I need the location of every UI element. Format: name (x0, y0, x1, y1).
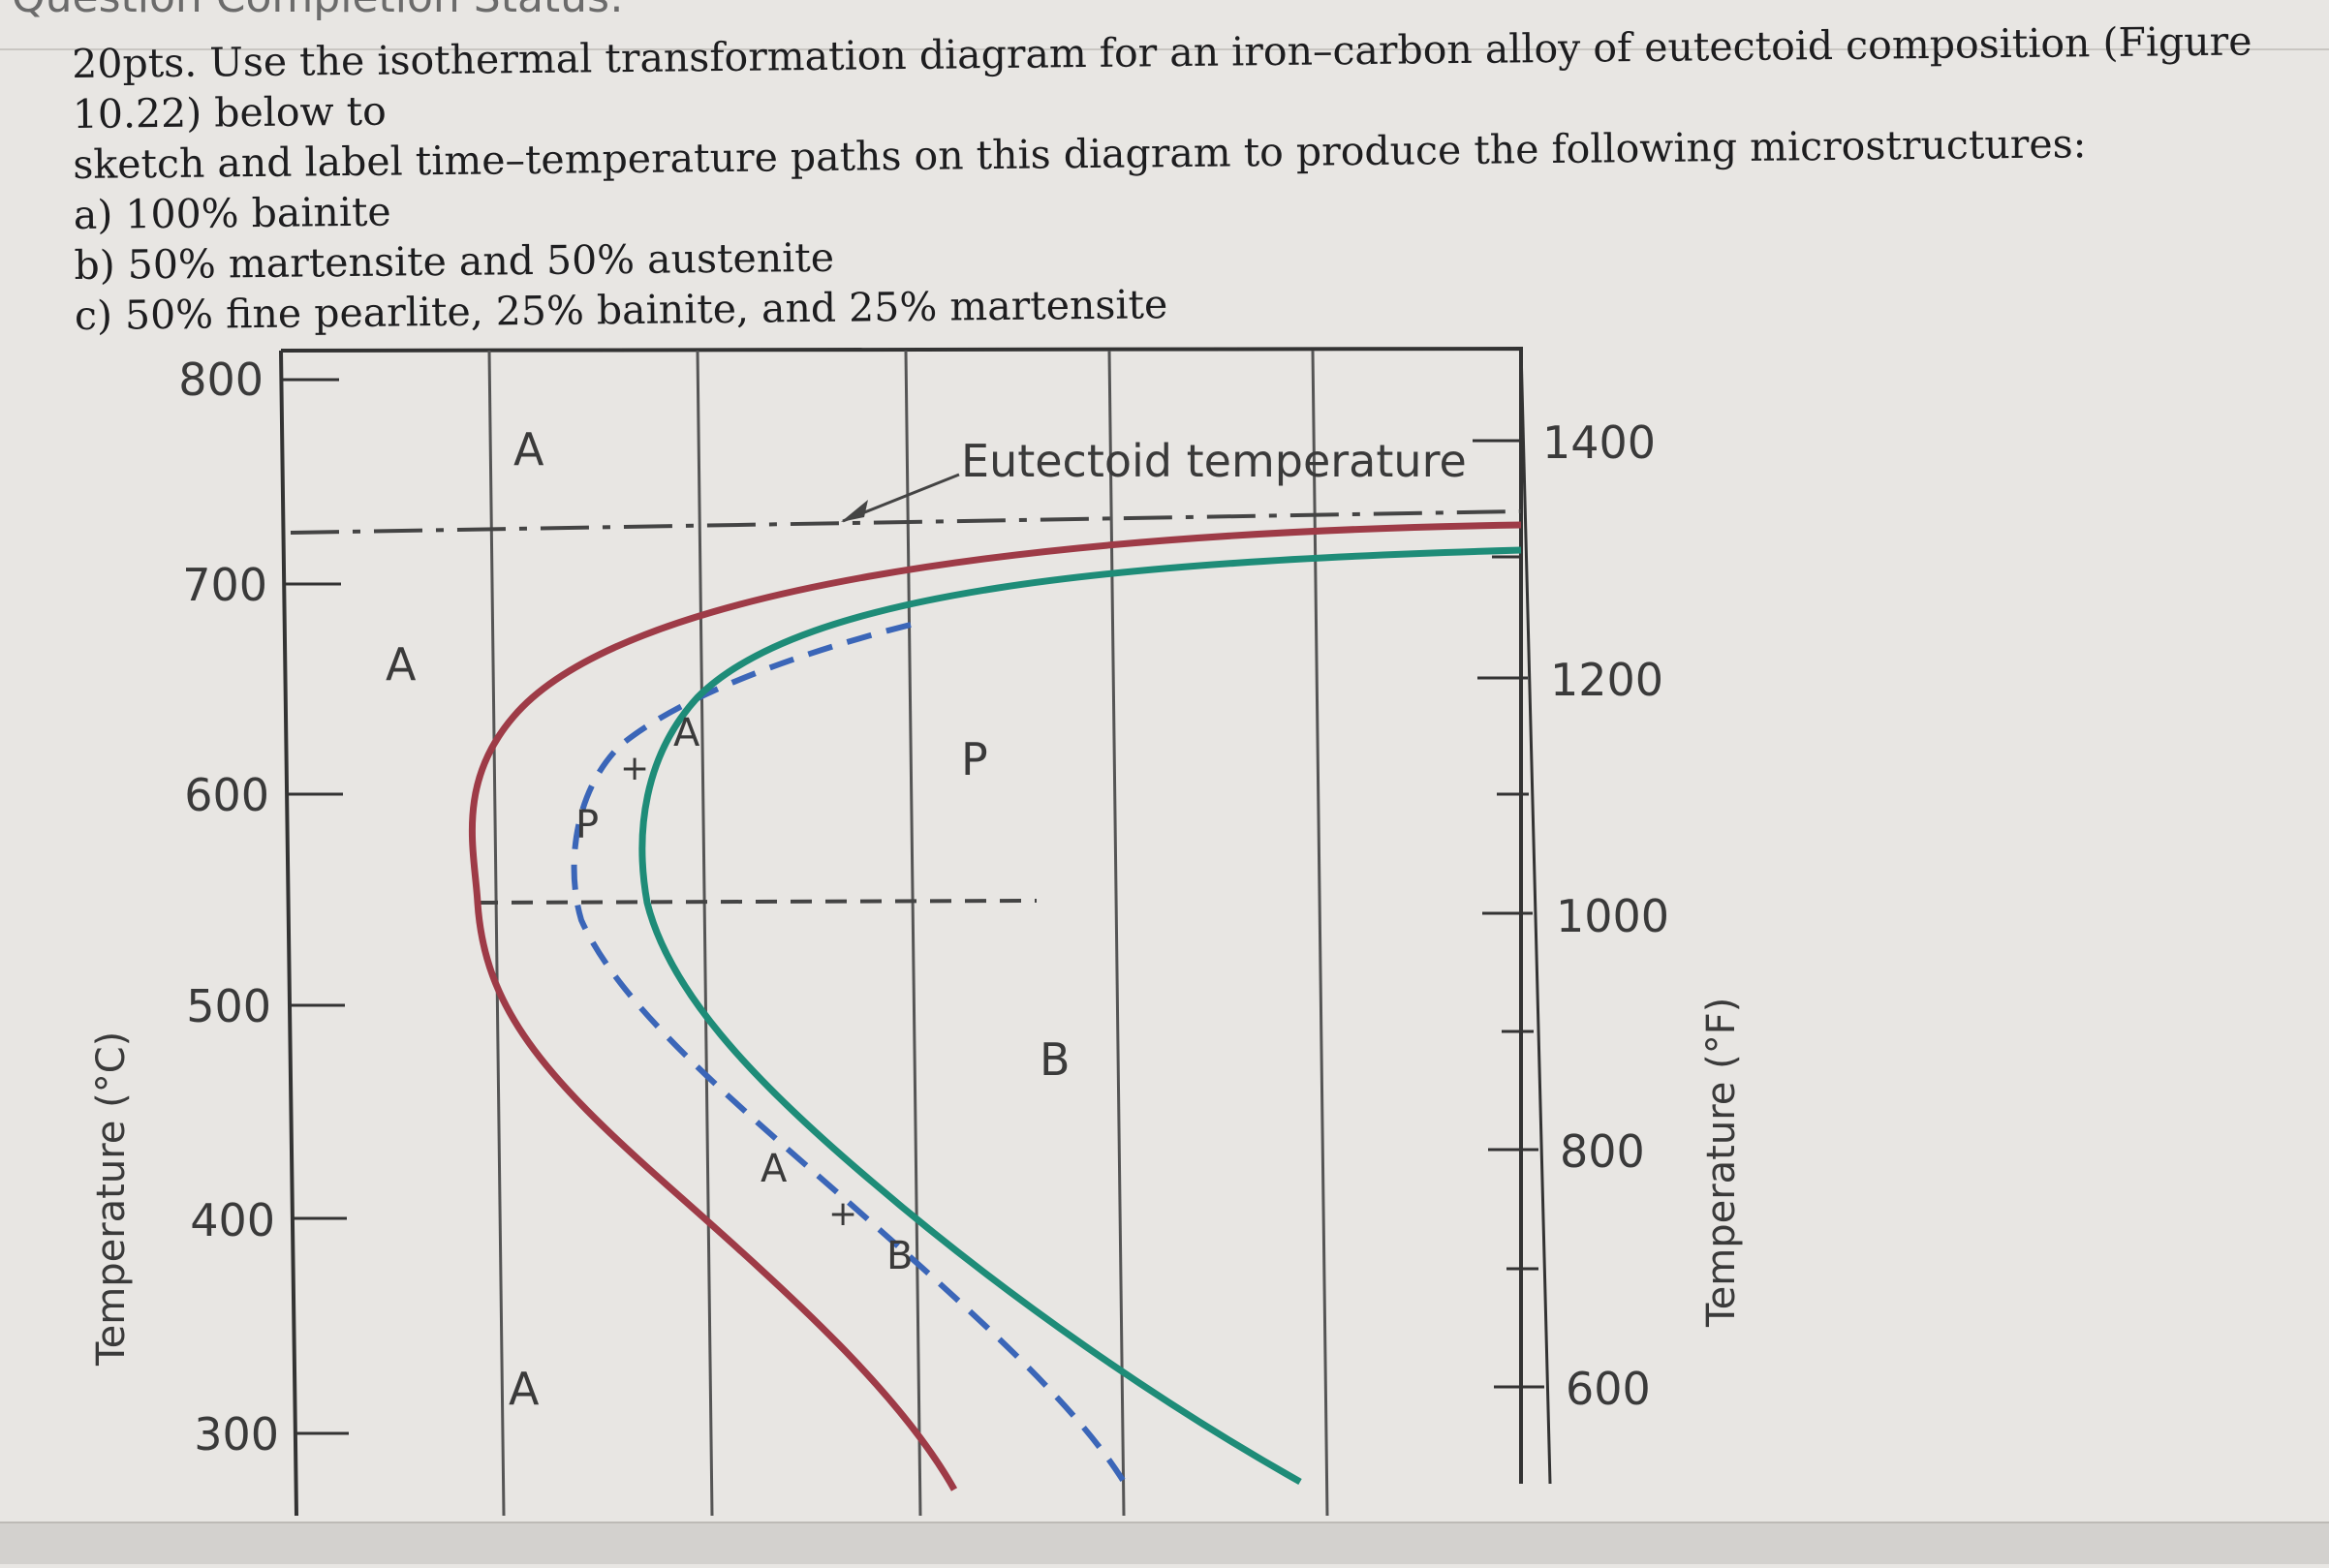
nose-dashed-line (476, 899, 1038, 905)
ytick-c-300: 300 (194, 1408, 279, 1460)
ytick-f-1400: 1400 (1542, 416, 1656, 469)
region-label-bainite: B (1040, 1033, 1071, 1086)
mixed-label-lower-b: B (886, 1234, 913, 1278)
right-axis-line (1519, 348, 1552, 1485)
bottom-strip (0, 1522, 2329, 1564)
region-label-pearlite: P (961, 733, 988, 785)
eutectoid-arrowhead (841, 500, 868, 522)
mixed-label-upper-p: P (575, 803, 599, 847)
mixed-label-lower-a: A (761, 1147, 788, 1191)
ytick-c-800: 800 (178, 354, 264, 406)
gridline-v5 (1311, 350, 1329, 1517)
gridline-v1 (487, 350, 506, 1517)
ytick-f-600: 600 (1566, 1363, 1651, 1415)
eutectoid-annotation: Eutectoid temperature (961, 435, 1467, 487)
curve-50-percent (571, 622, 1127, 1484)
region-label-austenite-left: A (386, 638, 417, 691)
gridline-v2 (696, 350, 714, 1517)
y-axis-title-celsius: Temperature (°C) (89, 1031, 134, 1367)
mixed-label-lower-plus: + (828, 1194, 857, 1234)
ytick-c-400: 400 (190, 1194, 275, 1246)
gridline-v3 (904, 350, 922, 1517)
gridline-v4 (1107, 350, 1126, 1517)
right-ticks (1473, 439, 1544, 1389)
ytick-c-600: 600 (184, 769, 269, 821)
curve-pearlite-finish (638, 546, 1522, 1486)
region-label-austenite-upper: A (513, 423, 544, 476)
region-label-austenite-bottom: A (509, 1363, 540, 1415)
mixed-label-upper-plus: + (620, 749, 649, 788)
question-text: 20pts. Use the isothermal transformation… (72, 15, 2303, 341)
left-ticks (281, 378, 349, 1435)
question-status-label: Question Completion Status: (12, 0, 624, 22)
top-bar: Question Completion Status: (0, 0, 2329, 50)
mixed-label-upper-a: A (673, 711, 700, 755)
eutectoid-temperature-line (290, 509, 1522, 535)
y-axis-title-fahrenheit: Temperature (°F) (1699, 998, 1744, 1328)
ytick-f-1000: 1000 (1556, 890, 1669, 942)
vertical-gridlines (487, 350, 1329, 1517)
ytick-f-800: 800 (1560, 1125, 1645, 1178)
isothermal-transformation-diagram: 800 700 600 500 400 300 1400 1200 1000 8… (0, 310, 2329, 1564)
ytick-c-500: 500 (186, 980, 271, 1032)
ytick-c-700: 700 (182, 559, 267, 611)
ytick-f-1200: 1200 (1550, 654, 1663, 706)
curve-pearlite-start (468, 521, 1522, 1491)
